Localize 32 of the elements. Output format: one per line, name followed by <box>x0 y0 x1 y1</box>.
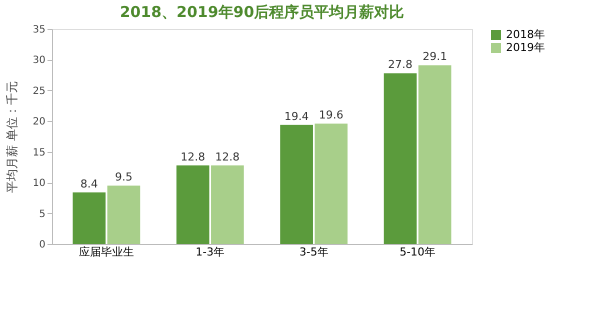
y-tick-label: 35 <box>32 24 46 36</box>
x-tick-label: 3-5年 <box>299 246 328 258</box>
y-tick-label: 15 <box>32 147 46 158</box>
bar <box>107 186 140 244</box>
legend-label: 2018年 <box>506 28 545 41</box>
data-label: 27.8 <box>388 58 413 72</box>
y-axis-title: 平均月薪 单位：千元 <box>4 81 19 193</box>
bar <box>314 124 348 244</box>
y-tick-label: 30 <box>32 55 46 66</box>
data-label: 8.4 <box>80 177 98 190</box>
y-tick-label: 5 <box>39 208 46 220</box>
x-tick-label: 1-3年 <box>196 246 225 258</box>
bar <box>211 165 244 244</box>
y-tick-label: 10 <box>32 178 46 190</box>
bar <box>280 124 313 244</box>
data-label: 12.8 <box>215 150 240 164</box>
data-label: 19.6 <box>318 108 344 122</box>
data-label: 9.5 <box>114 170 132 184</box>
bar <box>176 165 210 244</box>
chart-title: 2018、2019年90后程序员平均月薪对比 <box>120 3 404 21</box>
bar <box>72 192 106 244</box>
bar <box>418 65 452 244</box>
y-tick-label: 25 <box>32 86 46 97</box>
data-label: 29.1 <box>422 50 448 64</box>
y-tick-label: 20 <box>32 116 46 128</box>
y-tick-label: 0 <box>39 240 46 250</box>
legend-label: 2019年 <box>506 41 545 54</box>
x-tick-label: 应届毕业生 <box>78 246 134 258</box>
x-tick-label: 5-10年 <box>400 246 436 258</box>
data-label: 19.4 <box>284 110 309 123</box>
bar <box>384 73 417 244</box>
data-label: 12.8 <box>180 150 206 164</box>
